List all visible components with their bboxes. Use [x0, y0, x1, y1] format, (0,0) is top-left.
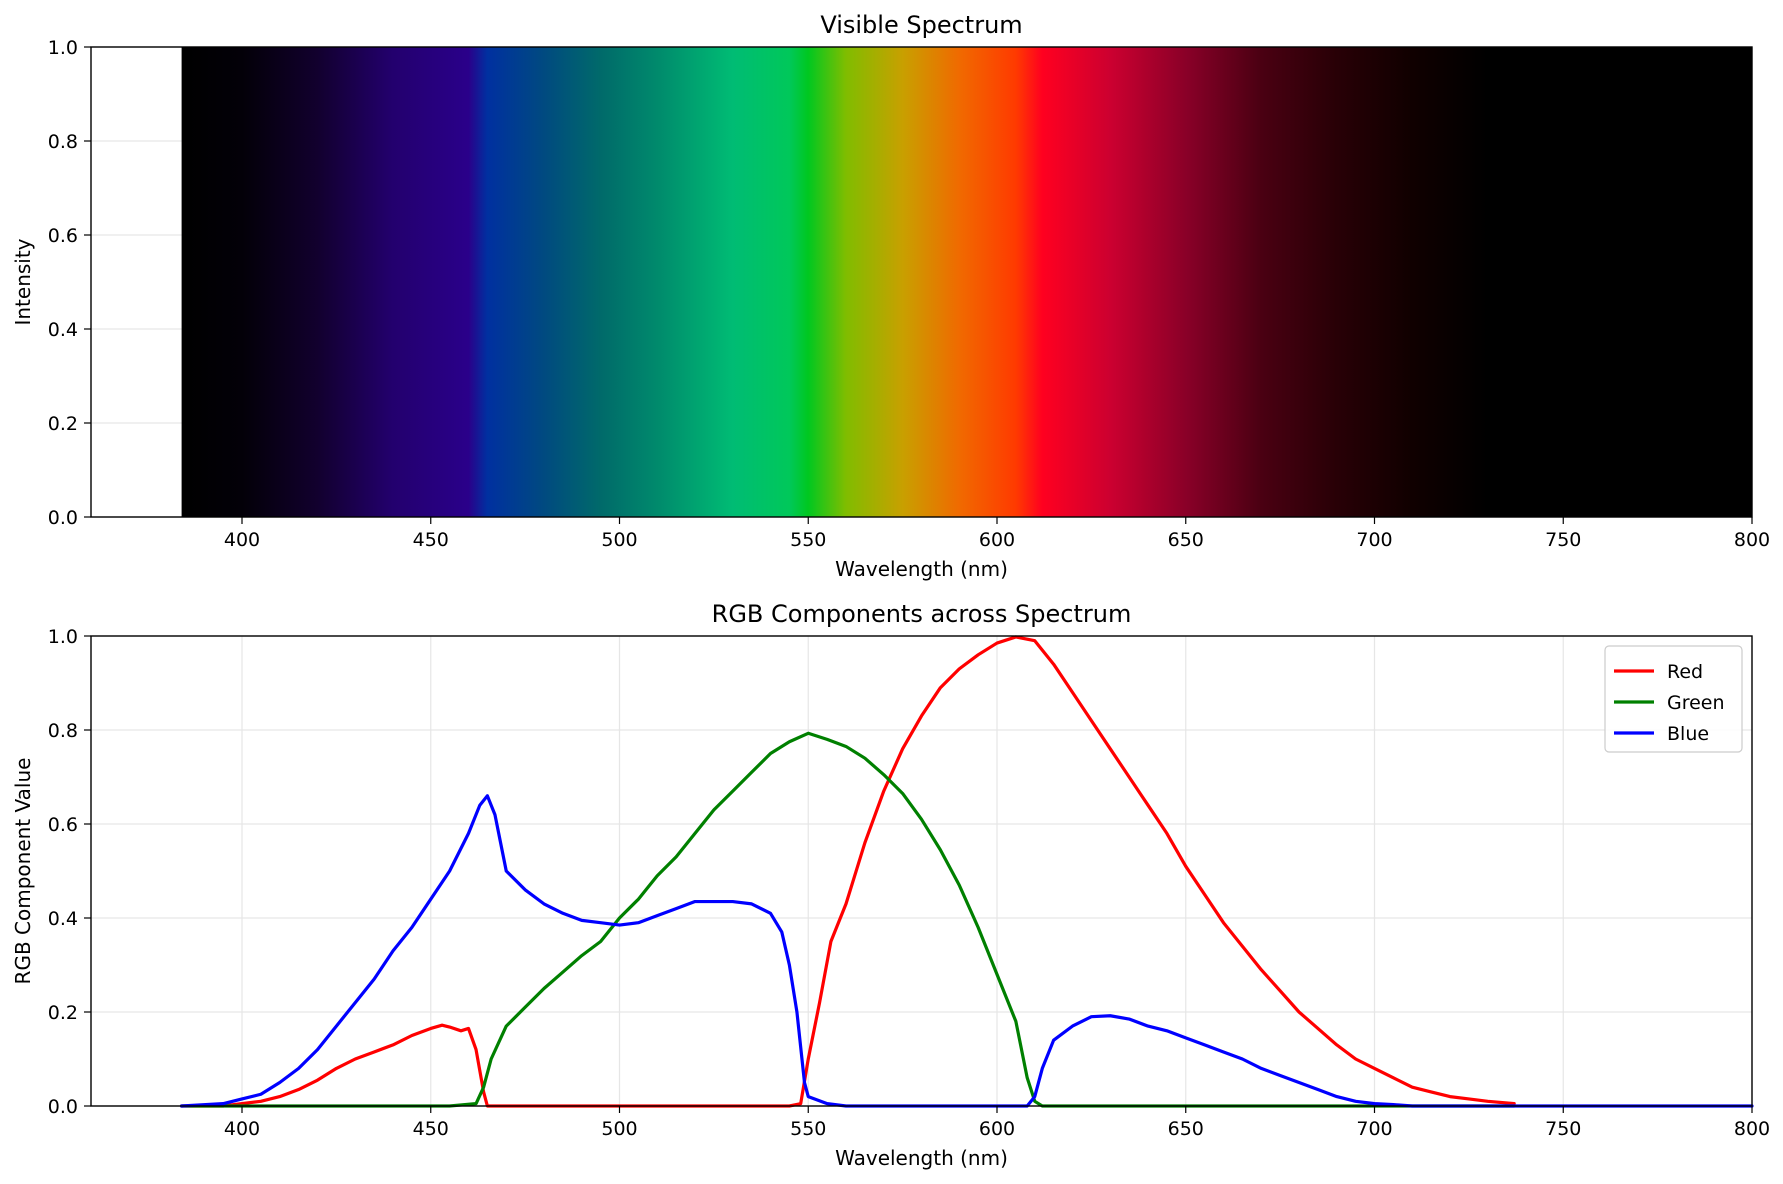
- spectrum-x-tick-label: 600: [979, 529, 1015, 551]
- rgb-panel: 400 450 500 550 600 650 700 750 800 0.0 0.2 0.4 0.6…: [11, 600, 1770, 1170]
- spectrum-panel: 400 450 500 550 600 650 700 750 800 0.0 0.2 0.4 0.6…: [11, 11, 1770, 581]
- series-line-blue: [180, 794, 1754, 1108]
- spectrum-x-tick-label: 650: [1168, 529, 1204, 551]
- spectrum-y-axis-label: Intensity: [11, 238, 35, 325]
- rgb-series-lines: [180, 635, 1754, 1108]
- rgb-y-ticks: 0.0 0.2 0.4 0.6 0.8 1.0: [48, 626, 91, 1118]
- spectrum-x-tick-label: 750: [1545, 529, 1581, 551]
- spectrum-x-tick-label: 700: [1356, 529, 1392, 551]
- rgb-x-tick-label: 650: [1168, 1118, 1204, 1140]
- rgb-x-tick-label: 450: [413, 1118, 449, 1140]
- rgb-title: RGB Components across Spectrum: [712, 600, 1132, 628]
- spectrum-x-axis-label: Wavelength (nm): [835, 557, 1008, 581]
- rgb-y-tick-label: 0.6: [48, 814, 78, 836]
- rgb-x-tick-label: 600: [979, 1118, 1015, 1140]
- rgb-legend: Red Green Blue: [1604, 645, 1743, 753]
- spectrum-x-tick-label: 450: [413, 529, 449, 551]
- rgb-x-tick-label: 750: [1545, 1118, 1581, 1140]
- spectrum-y-tick-label: 0.6: [48, 225, 78, 247]
- rgb-y-tick-label: 0.8: [48, 720, 78, 742]
- rgb-x-tick-label: 400: [224, 1118, 260, 1140]
- spectrum-axes-frame: [90, 46, 1753, 518]
- rgb-x-tick-label: 800: [1734, 1118, 1770, 1140]
- rgb-y-tick-label: 0.0: [48, 1096, 78, 1118]
- spectrum-y-tick-label: 0.8: [48, 131, 78, 153]
- spectrum-x-tick-label: 550: [790, 529, 826, 551]
- spectrum-color-band: [181, 47, 1753, 517]
- spectrum-y-ticks: 0.0 0.2 0.4 0.6 0.8 1.0: [48, 37, 91, 529]
- legend-label-blue: Blue: [1667, 723, 1709, 745]
- spectrum-x-tick-label: 800: [1734, 529, 1770, 551]
- rgb-x-tick-label: 700: [1356, 1118, 1392, 1140]
- spectrum-y-tick-label: 1.0: [48, 37, 78, 59]
- rgb-y-tick-label: 0.4: [48, 908, 78, 930]
- spectrum-y-tick-label: 0.0: [48, 507, 78, 529]
- series-line-green: [180, 731, 1516, 1108]
- spectrum-title: Visible Spectrum: [820, 11, 1022, 39]
- spectrum-y-tick-label: 0.2: [48, 413, 78, 435]
- rgb-y-tick-label: 0.2: [48, 1002, 78, 1024]
- rgb-y-axis-label: RGB Component Value: [11, 758, 35, 985]
- spectrum-x-ticks: 400 450 500 550 600 650 700 750 800: [224, 517, 1770, 551]
- rgb-y-tick-label: 1.0: [48, 626, 78, 648]
- legend-label-green: Green: [1667, 692, 1725, 714]
- spectrum-x-tick-label: 400: [224, 529, 260, 551]
- rgb-axes-frame: [90, 635, 1753, 1107]
- legend-label-red: Red: [1667, 661, 1703, 683]
- spectrum-y-tick-label: 0.4: [48, 319, 78, 341]
- rgb-x-tick-label: 500: [601, 1118, 637, 1140]
- spectrum-x-tick-label: 500: [601, 529, 637, 551]
- series-line-red: [180, 635, 1516, 1108]
- rgb-x-tick-label: 550: [790, 1118, 826, 1140]
- rgb-x-ticks: 400 450 500 550 600 650 700 750 800: [224, 1106, 1770, 1140]
- rgb-x-axis-label: Wavelength (nm): [835, 1146, 1008, 1170]
